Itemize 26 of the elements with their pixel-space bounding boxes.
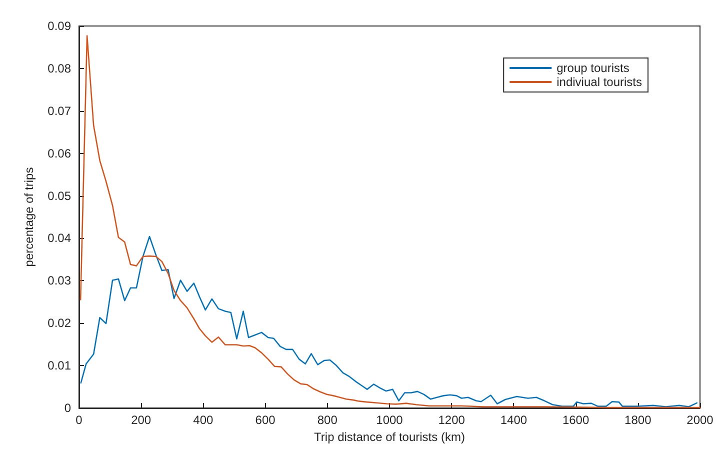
- x-tick-label: 200: [131, 413, 152, 427]
- x-tick-label: 800: [317, 413, 338, 427]
- legend-label: group tourists: [556, 61, 630, 75]
- x-tick-label: 1000: [376, 413, 404, 427]
- x-tick-label: 1200: [438, 413, 466, 427]
- x-tick-label: 1600: [562, 413, 590, 427]
- y-tick-label: 0.07: [48, 104, 72, 118]
- x-tick-label: 600: [255, 413, 276, 427]
- x-axis-title: Trip distance of tourists (km): [314, 430, 465, 444]
- x-tick-label: 0: [76, 413, 83, 427]
- line-series: [80, 236, 698, 408]
- x-tick-label: 1400: [500, 413, 528, 427]
- y-tick-label: 0.02: [48, 316, 72, 330]
- y-tick-label: 0.01: [48, 358, 72, 373]
- y-tick-label: 0.05: [48, 188, 72, 203]
- y-tick-label: 0.08: [48, 61, 72, 76]
- x-tick-label: 1800: [624, 413, 652, 427]
- x-tick-label: 400: [193, 413, 214, 427]
- y-tick-label: 0: [64, 401, 72, 415]
- y-tick-label: 0.06: [48, 146, 72, 160]
- legend-label: indiviual tourists: [556, 75, 642, 89]
- y-tick-label: 0.03: [48, 274, 72, 288]
- y-axis-title: percentage of trips: [22, 167, 36, 267]
- x-tick-label: 2000: [686, 413, 714, 427]
- y-tick-label: 0.09: [48, 19, 72, 33]
- y-tick-label: 0.04: [48, 231, 72, 246]
